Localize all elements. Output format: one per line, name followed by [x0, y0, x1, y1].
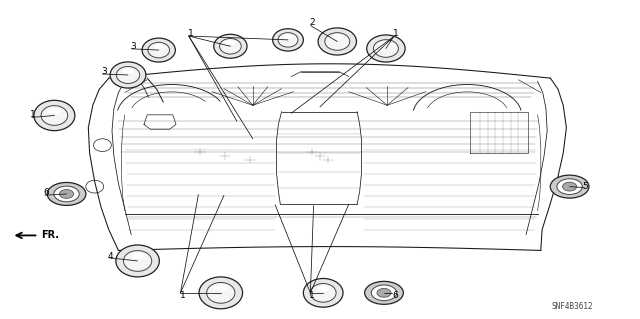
- Ellipse shape: [220, 39, 241, 54]
- Ellipse shape: [154, 44, 164, 49]
- Ellipse shape: [273, 29, 303, 51]
- Ellipse shape: [325, 33, 350, 50]
- Text: 4: 4: [108, 252, 113, 261]
- Text: 6: 6: [392, 291, 397, 300]
- Ellipse shape: [310, 284, 336, 302]
- Text: 1: 1: [393, 29, 398, 38]
- Text: 1: 1: [180, 291, 185, 300]
- Ellipse shape: [148, 42, 170, 58]
- Text: FR.: FR.: [42, 230, 60, 241]
- Text: 2: 2: [309, 18, 314, 27]
- Ellipse shape: [303, 278, 343, 307]
- Ellipse shape: [60, 189, 74, 198]
- Text: 1: 1: [31, 110, 36, 119]
- Ellipse shape: [214, 34, 247, 58]
- Ellipse shape: [54, 186, 79, 202]
- Ellipse shape: [365, 281, 403, 304]
- Ellipse shape: [142, 38, 175, 62]
- Ellipse shape: [124, 251, 152, 271]
- Ellipse shape: [207, 283, 235, 303]
- Text: 5: 5: [583, 182, 588, 191]
- Ellipse shape: [557, 179, 582, 195]
- Ellipse shape: [550, 175, 589, 198]
- Ellipse shape: [225, 40, 236, 45]
- Ellipse shape: [199, 277, 243, 309]
- Ellipse shape: [278, 33, 298, 47]
- Ellipse shape: [373, 40, 398, 57]
- Ellipse shape: [131, 253, 144, 259]
- Ellipse shape: [214, 285, 227, 291]
- Ellipse shape: [116, 245, 159, 277]
- Ellipse shape: [377, 288, 391, 297]
- Ellipse shape: [371, 285, 397, 301]
- Text: 3: 3: [102, 67, 107, 76]
- Text: 6: 6: [44, 189, 49, 197]
- Text: 1: 1: [188, 29, 193, 38]
- Ellipse shape: [284, 34, 292, 39]
- Text: SNF4B3612: SNF4B3612: [552, 302, 594, 311]
- Text: 1: 1: [310, 291, 315, 300]
- Ellipse shape: [47, 182, 86, 205]
- Ellipse shape: [34, 100, 75, 131]
- Ellipse shape: [41, 106, 68, 125]
- Ellipse shape: [116, 66, 140, 84]
- Ellipse shape: [123, 69, 133, 74]
- Ellipse shape: [110, 62, 146, 88]
- Ellipse shape: [380, 42, 392, 47]
- Ellipse shape: [318, 28, 356, 55]
- Ellipse shape: [332, 35, 343, 40]
- Text: 3: 3: [131, 42, 136, 51]
- Ellipse shape: [563, 182, 577, 191]
- Ellipse shape: [48, 108, 61, 114]
- Ellipse shape: [367, 35, 405, 62]
- Ellipse shape: [317, 286, 329, 292]
